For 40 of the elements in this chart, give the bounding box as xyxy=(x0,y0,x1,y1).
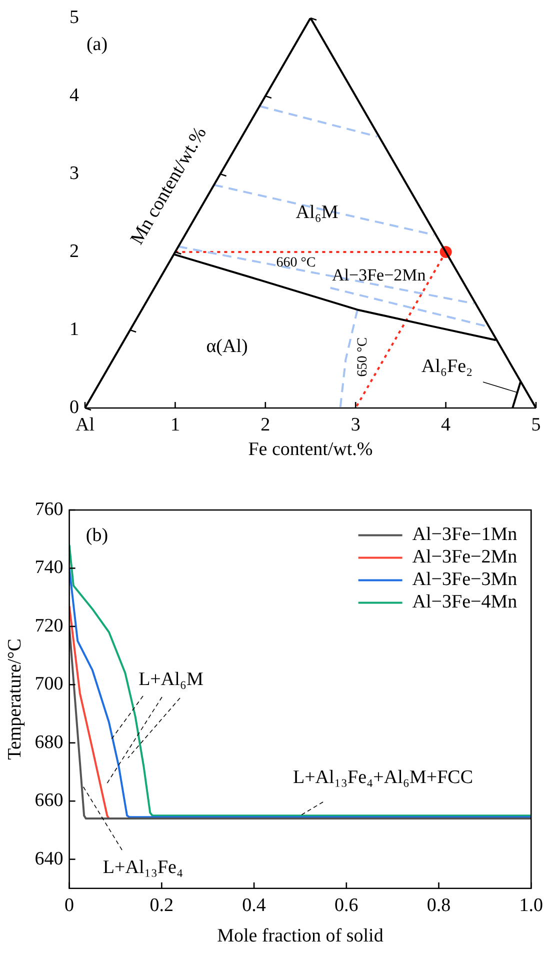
x-tick-label: 1 xyxy=(170,414,180,436)
x-tick-label: 0.2 xyxy=(150,894,174,916)
x-axis-title: Mole fraction of solid xyxy=(217,926,384,947)
annotation: L+Al₆M xyxy=(138,668,204,690)
x-tick-label: 3 xyxy=(350,414,360,436)
y-tick-label: 760 xyxy=(34,498,64,520)
x-tick-label: 2 xyxy=(260,414,270,436)
annotation: 650 °C xyxy=(356,337,371,377)
legend-label: Al−3Fe−3Mn xyxy=(412,569,518,590)
x-tick-label: 0.4 xyxy=(242,894,266,916)
legend-label: Al−3Fe−2Mn xyxy=(412,546,518,568)
x-tick-label: 5 xyxy=(531,414,541,436)
legend-label: Al−3Fe−1Mn xyxy=(412,524,518,546)
x-tick-label: 1.0 xyxy=(519,894,543,916)
y-tick-label: 640 xyxy=(34,848,64,870)
annotation: L+Al₁₃Fe₄ xyxy=(102,856,184,878)
y-tick-label: 3 xyxy=(70,162,79,184)
annotation: L+Al₁₃Fe₄+Al₆M+FCC xyxy=(292,766,474,788)
x-tick-label: 4 xyxy=(441,414,452,436)
y-tick-label: 1 xyxy=(70,318,79,340)
y-tick-label: 680 xyxy=(34,732,64,753)
y-tick-label: 740 xyxy=(34,557,64,578)
annotation: (a) xyxy=(86,34,108,55)
annotation: 660 °C xyxy=(276,256,316,271)
x-axis-title: Fe content/wt.% xyxy=(248,438,373,460)
annotation: α(Al) xyxy=(206,336,248,357)
annotation: (b) xyxy=(86,524,108,546)
legend-label: Al−3Fe−4Mn xyxy=(412,592,518,613)
annotation: Al₆M xyxy=(296,202,338,223)
series-label: Al−3Fe−2Mn xyxy=(332,265,426,284)
y-tick-label: 700 xyxy=(34,674,64,695)
y-tick-label: 2 xyxy=(70,240,79,262)
y-tick-label: 720 xyxy=(34,615,64,636)
x-tick-label: 0.6 xyxy=(334,894,358,916)
x-tick-label: 0.8 xyxy=(426,894,451,916)
annotation: Al₆Fe₂ xyxy=(421,356,473,377)
y-tick-label: 660 xyxy=(34,790,64,812)
y-tick-label: 4 xyxy=(70,84,80,106)
y-tick-label: 5 xyxy=(70,6,79,28)
y-axis-title: Temperature/°C xyxy=(4,638,26,760)
